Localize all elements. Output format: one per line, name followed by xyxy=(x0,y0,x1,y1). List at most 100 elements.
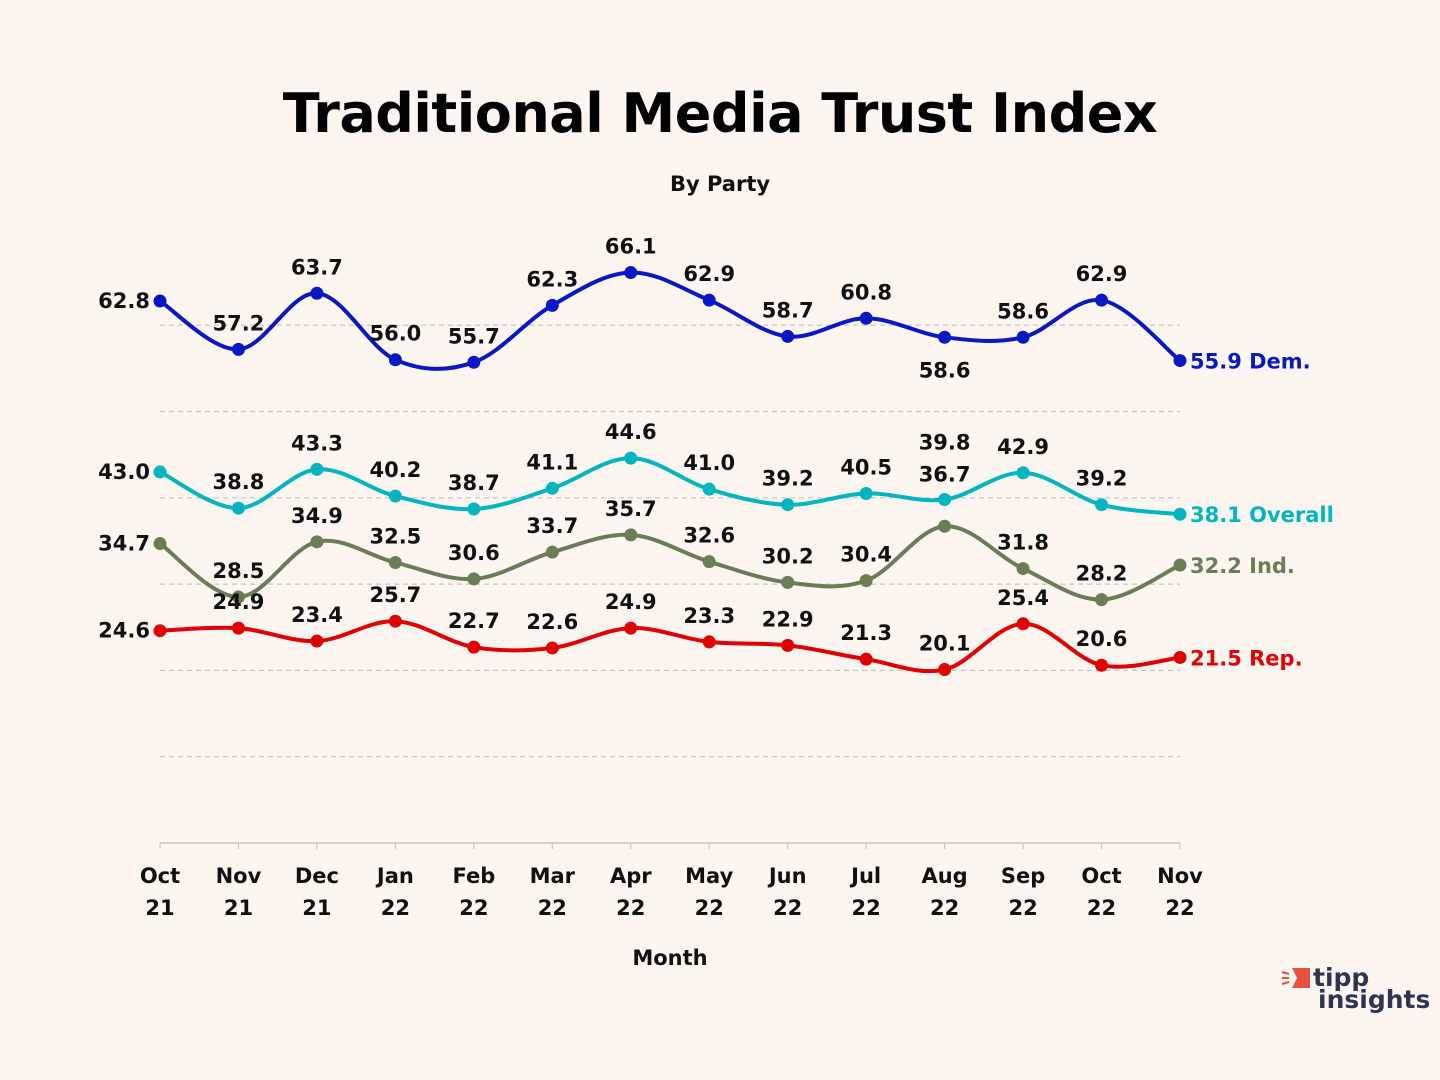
data-point xyxy=(310,286,324,300)
series-rep xyxy=(153,614,1187,677)
data-point xyxy=(702,482,716,496)
data-point xyxy=(545,545,559,559)
data-point xyxy=(1173,650,1187,664)
data-label: 40.5 xyxy=(840,455,892,479)
data-point xyxy=(781,498,795,512)
data-point xyxy=(231,590,245,604)
data-point xyxy=(310,634,324,648)
data-label: 22.7 xyxy=(448,609,500,633)
data-label: 62.9 xyxy=(683,262,735,286)
data-label: 40.2 xyxy=(369,458,421,482)
data-point xyxy=(624,528,638,542)
data-point xyxy=(388,489,402,503)
series-end-label: 32.2 Ind. xyxy=(1190,554,1295,578)
data-point xyxy=(1173,354,1187,368)
data-label: 39.2 xyxy=(762,467,814,491)
data-label: 22.6 xyxy=(526,610,578,634)
data-point xyxy=(388,556,402,570)
data-point xyxy=(1016,466,1030,480)
logo-text-tipp: tipp xyxy=(1313,964,1369,992)
data-point xyxy=(467,355,481,369)
data-point xyxy=(467,502,481,516)
data-point xyxy=(859,652,873,666)
data-point xyxy=(388,614,402,628)
data-label: 43.0 xyxy=(98,460,150,484)
data-label: 33.7 xyxy=(526,514,578,538)
data-label: 34.7 xyxy=(98,532,150,556)
data-point xyxy=(310,535,324,549)
data-point xyxy=(938,330,952,344)
data-label: 25.4 xyxy=(997,586,1049,610)
data-point xyxy=(1095,658,1109,672)
tipp-insights-logo: tipp insights xyxy=(1281,964,1430,1014)
data-label: 56.0 xyxy=(369,322,421,346)
data-point xyxy=(310,462,324,476)
data-label: 58.6 xyxy=(919,358,971,382)
series-end-label: 38.1 Overall xyxy=(1190,503,1334,527)
x-tick-label: Feb 22 xyxy=(452,864,495,920)
logo-speed-lines-icon xyxy=(1281,971,1290,985)
data-label: 34.9 xyxy=(291,504,343,528)
logo-text-insights: insights xyxy=(1318,985,1430,1014)
data-point xyxy=(1016,330,1030,344)
data-label: 23.3 xyxy=(683,604,735,628)
data-label: 63.7 xyxy=(291,255,343,279)
data-point xyxy=(545,298,559,312)
data-label: 30.2 xyxy=(762,544,814,568)
data-label: 20.1 xyxy=(919,632,971,656)
data-label: 41.0 xyxy=(683,451,735,475)
data-label: 36.7 xyxy=(919,462,971,486)
data-label: 28.2 xyxy=(1076,562,1128,586)
data-point xyxy=(231,501,245,515)
data-label: 55.7 xyxy=(448,324,500,348)
data-label: 58.7 xyxy=(762,298,814,322)
data-label: 23.4 xyxy=(291,603,343,627)
data-point xyxy=(467,572,481,586)
data-point xyxy=(153,624,167,638)
chart-subtitle: By Party xyxy=(669,172,771,196)
series-overall xyxy=(153,451,1187,521)
data-label: 58.6 xyxy=(997,299,1049,323)
data-point xyxy=(859,574,873,588)
data-point xyxy=(938,519,952,533)
x-tick-label: Jun 22 xyxy=(767,864,807,920)
data-label: 24.9 xyxy=(213,590,265,614)
data-label: 39.8 xyxy=(919,431,971,455)
x-tick-label: Oct 21 xyxy=(140,864,180,920)
data-label: 38.8 xyxy=(213,470,265,494)
data-point xyxy=(1095,293,1109,307)
data-point xyxy=(624,266,638,280)
data-point xyxy=(388,353,402,367)
chart-title: Traditional Media Trust Index xyxy=(282,82,1158,145)
x-tick-label: Mar 22 xyxy=(530,864,576,920)
data-point xyxy=(153,537,167,551)
data-label: 38.7 xyxy=(448,471,500,495)
data-label: 30.6 xyxy=(448,541,500,565)
data-label: 44.6 xyxy=(605,420,657,444)
data-label: 62.8 xyxy=(98,289,150,313)
series-end-label: 55.9 Dem. xyxy=(1190,350,1311,374)
data-label: 66.1 xyxy=(605,235,657,259)
series-dem xyxy=(153,266,1187,371)
data-label: 32.5 xyxy=(369,525,421,549)
data-label: 22.9 xyxy=(762,607,814,631)
data-label: 24.6 xyxy=(98,619,150,643)
data-point xyxy=(702,555,716,569)
x-tick-label: Aug 22 xyxy=(921,864,967,920)
data-label: 60.8 xyxy=(840,280,892,304)
data-point xyxy=(231,342,245,356)
x-tick-label: Nov 22 xyxy=(1157,864,1203,920)
x-tick-label: May 22 xyxy=(685,864,733,920)
data-point xyxy=(153,465,167,479)
x-tick-label: Jul 22 xyxy=(849,864,881,920)
data-point xyxy=(545,481,559,495)
data-point xyxy=(231,621,245,635)
x-tick-label: Oct 22 xyxy=(1081,864,1121,920)
data-point xyxy=(1173,507,1187,521)
data-point xyxy=(859,311,873,325)
data-point xyxy=(938,663,952,677)
data-point xyxy=(545,641,559,655)
series-end-label: 21.5 Rep. xyxy=(1190,646,1303,670)
data-point xyxy=(1016,617,1030,631)
